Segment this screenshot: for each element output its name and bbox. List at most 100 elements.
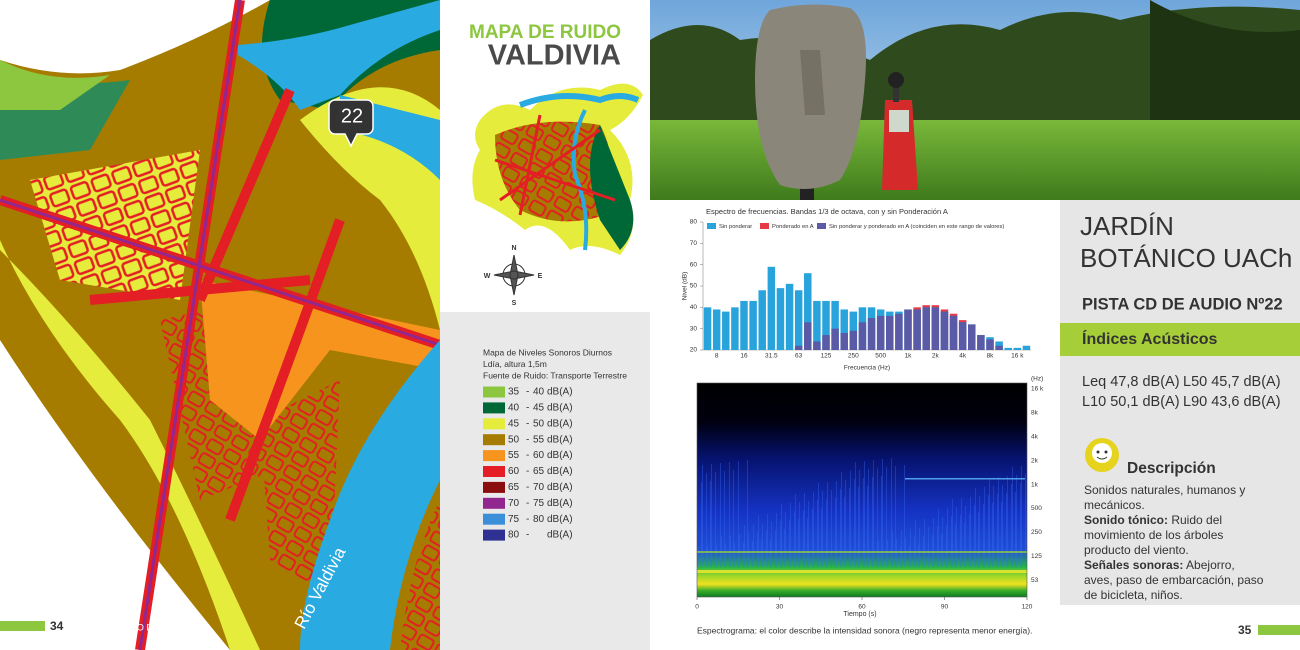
spectrogram-streak	[901, 530, 902, 567]
spectrogram-streak	[863, 478, 864, 567]
spectrogram-streak	[998, 477, 999, 567]
legend-unit: dB(A)	[547, 482, 573, 493]
spectrogram-streak	[867, 486, 868, 567]
description-text: Abejorro, aves, paso de embarcación, pas…	[1084, 558, 1264, 602]
spectrogram-streak	[992, 503, 993, 567]
spectrogram-streak	[716, 545, 717, 567]
spectrogram-streak	[938, 509, 939, 567]
spectrogram-streak	[941, 534, 942, 567]
info-panel	[1060, 200, 1300, 605]
legend-separator: -	[526, 418, 529, 429]
spectrogram-streak	[947, 508, 948, 567]
legend-separator: -	[526, 514, 529, 525]
spectrogram-streak	[790, 503, 791, 567]
bar-overlap	[813, 341, 821, 350]
x-tick-label: 0	[695, 604, 699, 611]
spectrogram-streak	[804, 493, 805, 567]
footer-bar	[1258, 625, 1300, 635]
spectrogram-streak	[974, 505, 975, 567]
legend-unit: dB(A)	[547, 434, 573, 445]
spectrogram-streak	[956, 507, 957, 567]
description-title: Descripción	[1127, 460, 1216, 477]
spectrogram-streak	[975, 488, 976, 567]
spectrogram-streak	[1021, 466, 1022, 567]
spectrogram-streak	[752, 541, 753, 567]
spectrogram-streak	[821, 508, 822, 567]
legend-separator: -	[526, 403, 529, 414]
x-tick-label: 4k	[959, 353, 967, 360]
spectrogram-streak	[781, 504, 782, 567]
y-tick-label: 500	[1031, 505, 1042, 512]
legend-swatch	[707, 223, 716, 229]
spectrogram-streak	[886, 467, 887, 567]
spectrogram-streak	[909, 546, 910, 567]
legend-label: Sin ponderar	[719, 224, 752, 230]
spectrogram-streak	[937, 526, 938, 567]
bar-overlap	[904, 309, 912, 350]
legend-swatch	[483, 481, 505, 493]
compass-s: S	[512, 300, 517, 307]
spectrogram-streak	[789, 520, 790, 567]
spectrogram-streak	[904, 465, 905, 567]
map-marker: 22	[341, 105, 363, 127]
legend-from: 60	[508, 466, 520, 477]
spectrogram-streak	[710, 481, 711, 567]
y-tick-label: 50	[690, 283, 698, 290]
bar-overlap	[958, 322, 967, 350]
spectrogram-streak	[978, 513, 979, 567]
spectrogram-streak	[849, 488, 850, 567]
bar-overlap	[840, 332, 848, 350]
city-map	[472, 83, 643, 255]
spectrogram-streak	[960, 515, 961, 567]
legend-unit: dB(A)	[547, 514, 573, 525]
spectrogram-streak	[924, 519, 925, 567]
spectrogram-streak	[803, 510, 804, 567]
y-tick-label: 250	[1031, 529, 1042, 536]
spectrogram-streak	[807, 518, 808, 567]
description-icon	[1085, 438, 1119, 472]
spectrogram-streak	[877, 468, 878, 567]
spectrogram-streak	[881, 476, 882, 567]
legend-to: 50	[533, 418, 545, 429]
bar-overlap	[995, 345, 1003, 350]
bar-unweighted	[1022, 345, 1031, 350]
bar-unweighted	[794, 290, 803, 350]
bar-overlap	[831, 328, 839, 350]
page-number: 34	[50, 619, 64, 633]
x-tick-label: 8k	[987, 353, 995, 360]
y-tick-label: 8k	[1031, 410, 1039, 417]
spectrogram-streak	[882, 459, 883, 567]
spectrogram-streak	[979, 496, 980, 567]
spectrogram-streak	[854, 479, 855, 567]
x-tick-label: 60	[858, 604, 866, 611]
spectrogram-streak	[780, 521, 781, 567]
spectrogram-streak	[1016, 475, 1017, 567]
description-text: Ruido del movimiento de los árboles prod…	[1084, 513, 1224, 557]
spectrogram-streak	[961, 498, 962, 567]
y-tick-label: 1k	[1031, 481, 1039, 488]
spectrogram-streak	[988, 495, 989, 567]
legend-separator: -	[526, 498, 529, 509]
description-intro: Sonidos naturales, humanos y mecánicos.	[1084, 483, 1246, 512]
spectrogram-streak	[872, 477, 873, 567]
legend-unit: dB(A)	[547, 530, 573, 541]
spectrogram-streak	[873, 460, 874, 567]
x-axis-label: Frecuencia (Hz)	[844, 365, 890, 372]
bar-unweighted	[712, 309, 721, 350]
legend-panel	[440, 312, 650, 650]
legend-to: 80	[533, 514, 545, 525]
spectrogram-streak	[989, 478, 990, 567]
footer-bar	[0, 621, 45, 631]
legend-swatch	[483, 513, 505, 525]
spectrogram-streak	[724, 471, 725, 567]
spectrogram-streak	[855, 462, 856, 567]
spectrogram-streak	[918, 545, 919, 567]
spectrogram-streak	[720, 463, 721, 567]
bar-overlap	[913, 309, 921, 350]
legend-swatch	[483, 402, 505, 414]
spectrogram-streak	[766, 531, 767, 567]
legend-to: 45	[533, 403, 545, 414]
bar-overlap	[931, 307, 940, 350]
x-tick-label: 63	[795, 353, 803, 360]
